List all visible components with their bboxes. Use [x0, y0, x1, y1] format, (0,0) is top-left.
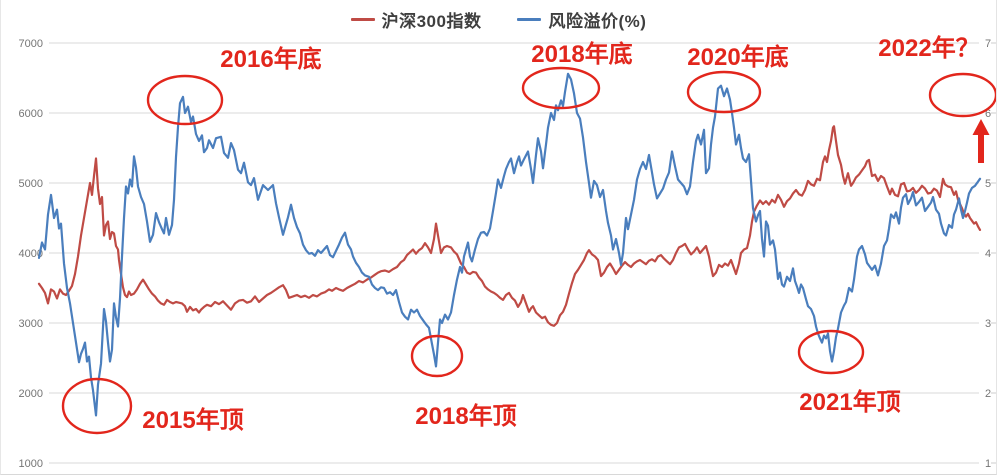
- right-axis-tick-label: 5: [985, 178, 991, 190]
- csi300-series-line: [37, 125, 982, 327]
- legend-label-csi300: 沪深300指数: [381, 11, 482, 31]
- left-axis-tick-label: 5000: [19, 178, 43, 190]
- annotation-label-2020-bottom: 2020年底: [687, 43, 788, 71]
- annotation-circle-2022: [928, 72, 996, 118]
- left-axis-tick-label: 7000: [19, 38, 43, 50]
- right-axis-tick-label: 3: [985, 318, 991, 330]
- left-axis-tick-label: 3000: [19, 318, 43, 330]
- annotation-label-2021-top: 2021年顶: [799, 388, 900, 416]
- annotation-circle-2015-top: [61, 377, 133, 435]
- legend-item-csi300: 沪深300指数: [350, 7, 482, 32]
- annotation-circle-2018-top: [410, 334, 464, 378]
- blue-line-swatch-icon: [517, 17, 542, 21]
- legend-label-risk-premium: 风险溢价(%): [548, 11, 647, 31]
- annotation-label-2016-bottom: 2016年底: [220, 45, 321, 73]
- left-axis-tick-label: 6000: [19, 108, 43, 120]
- annotation-label-2018-bottom: 2018年底: [531, 40, 632, 68]
- annotation-label-2022-question: 2022年？: [878, 34, 979, 62]
- left-axis-tick-label: 1000: [19, 458, 43, 470]
- right-axis-tick-label: 2: [985, 388, 991, 400]
- annotation-label-2018-top: 2018年顶: [415, 402, 516, 430]
- right-axis-tick-label: 4: [985, 248, 991, 260]
- left-axis-tick-label: 2000: [19, 388, 43, 400]
- annotation-up-arrow-icon: [972, 119, 990, 163]
- right-axis-tick-label: 7: [985, 38, 991, 50]
- legend-item-risk-premium: 风险溢价(%): [517, 7, 646, 32]
- chart-legend: 沪深300指数 风险溢价(%): [1, 7, 996, 31]
- right-axis-tick-label: 6: [985, 108, 991, 120]
- right-axis-tick-label: 1: [985, 458, 991, 470]
- annotation-circle-2021-top: [797, 329, 865, 375]
- annotation-label-2015-top: 2015年顶: [142, 406, 243, 434]
- risk-premium-series-line: [37, 72, 982, 417]
- left-axis-tick-label: 4000: [19, 248, 43, 260]
- annotation-circle-2016-bottom: [146, 74, 224, 126]
- red-line-swatch-icon: [350, 17, 375, 21]
- annotation-circle-2020-bottom: [686, 70, 762, 114]
- annotation-circle-2018-bottom: [521, 66, 601, 110]
